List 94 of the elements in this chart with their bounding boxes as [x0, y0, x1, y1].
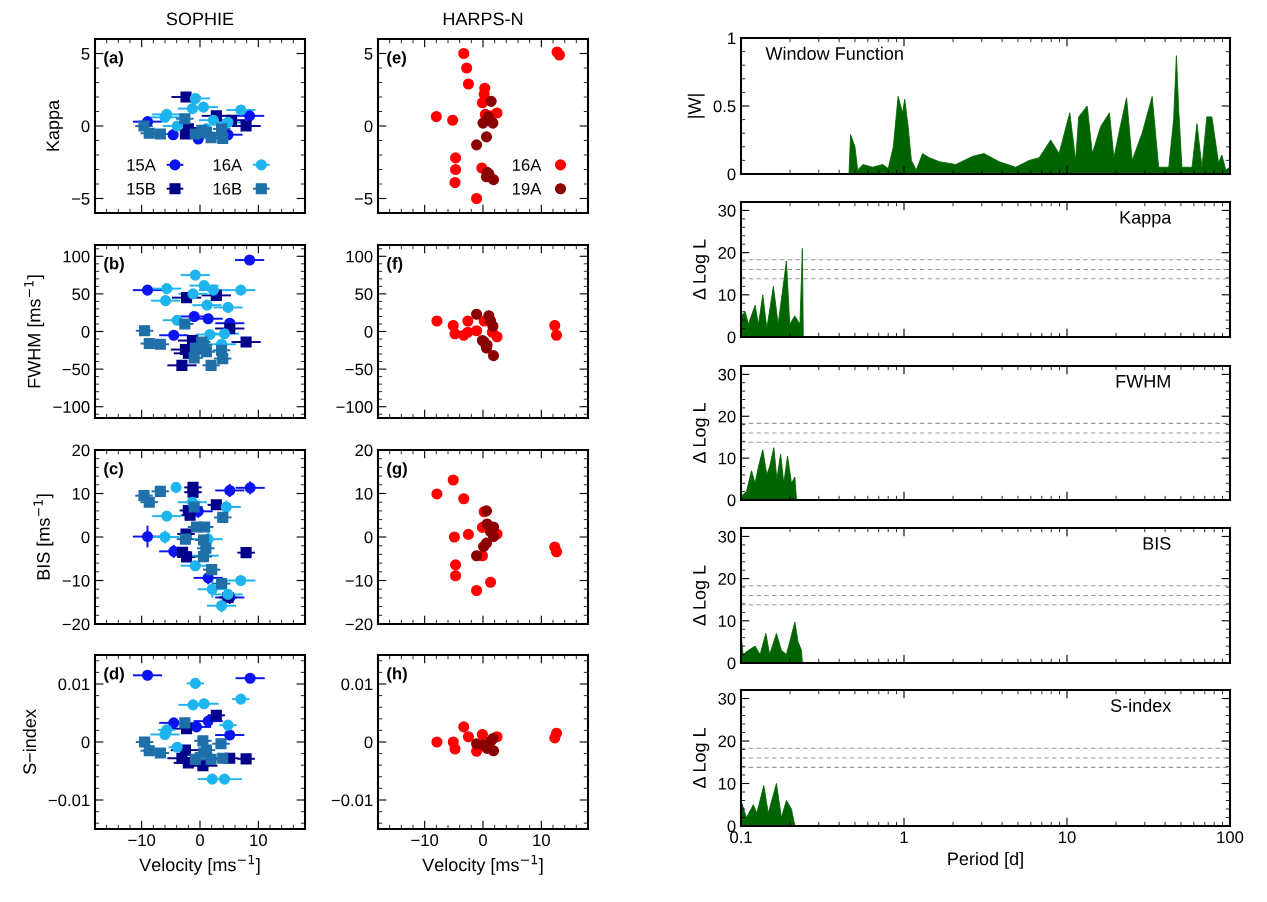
y-tick-label: 0.01	[341, 678, 373, 691]
y-tick-label: 100	[63, 250, 90, 263]
y-axis-title: Δ Log L	[693, 727, 710, 789]
y-tick-label: 0.5	[713, 100, 736, 113]
annotation: (c)	[104, 462, 123, 478]
y-tick-label: −10	[62, 574, 90, 587]
y-tick-label: 20	[718, 573, 736, 585]
y-axis-title: Δ Log L	[693, 239, 710, 300]
legend-label: 15A	[127, 159, 156, 171]
chart-title: SOPHIE	[166, 12, 234, 26]
chart-title: Kappa	[1120, 211, 1172, 228]
y-tick-label: 20	[718, 410, 736, 423]
y-axis-title: FWHM [ms$^{−1}$]	[24, 275, 45, 388]
x-axis-title: Velocity [ms$^{−1}$]	[139, 854, 260, 875]
y-tick-label: 0	[727, 494, 736, 507]
x-tick-label: 1	[900, 831, 908, 843]
y-tick-label: 20	[72, 444, 90, 457]
y-tick-label: 10	[355, 487, 373, 500]
y-axis-title: Δ Log L	[693, 402, 710, 464]
y-tick-label: 0	[81, 120, 90, 133]
y-tick-label: 10	[718, 452, 736, 465]
legend-label: 19A	[512, 182, 542, 195]
annotation: (e)	[387, 51, 406, 67]
x-tick-label: 10	[533, 834, 550, 847]
y-tick-label: −100	[336, 401, 373, 413]
y-tick-label: 0	[364, 120, 373, 133]
chart-title: S-index	[1110, 698, 1172, 712]
y-axis-title: BIS [ms$^{−1}$]	[33, 494, 54, 580]
y-tick-label: 30	[718, 530, 736, 543]
y-tick-label: −50	[62, 363, 90, 376]
y-tick-label: 5	[81, 48, 90, 60]
legend-label: 16A	[213, 159, 243, 171]
chart-title: HARPS-N	[443, 12, 523, 26]
chart-title: Window Function	[765, 46, 903, 60]
y-tick-label: −10	[345, 574, 373, 587]
y-tick-label: −100	[53, 401, 90, 413]
y-tick-label: 0	[81, 325, 90, 338]
x-tick-label: −10	[411, 834, 439, 847]
y-tick-label: 20	[718, 735, 736, 748]
y-tick-label: 10	[718, 289, 736, 302]
x-axis-title: Period [d]	[948, 851, 1023, 869]
x-tick-label: 0.1	[730, 831, 752, 844]
y-tick-label: 0	[364, 325, 373, 338]
y-tick-label: 0	[727, 168, 736, 181]
annotation: (f)	[387, 257, 403, 273]
y-tick-label: 100	[346, 250, 373, 263]
y-tick-label: 10	[72, 487, 90, 500]
y-tick-label: −50	[345, 363, 373, 376]
y-tick-label: −5	[354, 193, 373, 205]
y-tick-label: 0	[364, 531, 373, 544]
legend-label: 15B	[127, 183, 155, 195]
legend-label: 16A	[512, 159, 542, 171]
y-tick-label: 10	[718, 777, 736, 790]
chart-title: FWHM	[1116, 375, 1170, 388]
x-tick-label: 0	[196, 834, 204, 847]
y-tick-label: 0.01	[58, 678, 90, 691]
y-tick-label: −20	[345, 618, 373, 631]
y-tick-label: 50	[355, 288, 373, 301]
y-tick-label: 30	[718, 692, 736, 705]
y-tick-label: 0	[727, 657, 736, 670]
y-tick-label: 30	[718, 368, 736, 381]
annotation: (g)	[387, 462, 407, 478]
y-tick-label: 50	[72, 288, 90, 301]
y-tick-label: 30	[718, 204, 736, 217]
y-tick-label: 20	[355, 444, 373, 457]
chart-title: BIS	[1143, 536, 1171, 550]
y-axis-title: Kappa	[46, 99, 63, 151]
y-tick-label: 5	[364, 48, 373, 60]
y-tick-label: 20	[718, 247, 736, 259]
y-tick-label: 0	[364, 736, 373, 749]
annotation: (d)	[104, 667, 124, 683]
y-tick-label: 0	[727, 820, 736, 833]
x-axis-title: Velocity [ms$^{−1}$]	[422, 854, 543, 875]
x-tick-label: 10	[250, 834, 267, 847]
legend-label: 16B	[213, 182, 242, 195]
y-tick-label: 10	[718, 615, 736, 628]
x-tick-label: 10	[1059, 831, 1076, 844]
y-tick-label: 0	[81, 531, 90, 544]
annotation: (b)	[104, 257, 124, 273]
x-tick-label: 100	[1217, 831, 1244, 844]
y-tick-label: 0	[81, 736, 90, 749]
y-tick-label: 1	[728, 32, 736, 45]
y-axis-title: |W|	[687, 94, 705, 118]
y-tick-label: −20	[62, 618, 90, 631]
y-tick-label: −5	[71, 193, 90, 205]
x-tick-label: −10	[128, 834, 156, 847]
y-axis-title: S−index	[22, 709, 37, 775]
annotation: (h)	[387, 667, 407, 683]
y-tick-label: −0.01	[331, 794, 373, 807]
annotation: (a)	[104, 51, 123, 67]
x-tick-label: 0	[479, 834, 487, 847]
y-axis-title: Δ Log L	[693, 565, 710, 626]
y-tick-label: −0.01	[48, 794, 90, 807]
y-tick-label: 0	[727, 331, 736, 344]
